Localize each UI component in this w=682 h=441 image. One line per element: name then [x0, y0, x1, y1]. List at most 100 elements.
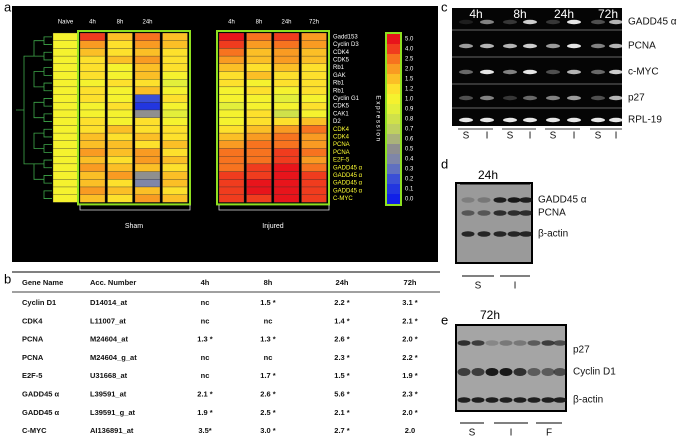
- heatmap-cell: [52, 109, 79, 118]
- band: [471, 368, 485, 376]
- table-cell: 2.1 *: [197, 389, 213, 398]
- dendrogram-branch: [43, 190, 52, 199]
- band: [461, 197, 475, 203]
- heatmap-cell: [134, 71, 161, 80]
- heatmap-cell: [107, 179, 133, 188]
- band: [527, 397, 541, 403]
- heatmap-cell: [301, 55, 327, 64]
- heatmap-cell: [301, 186, 327, 195]
- scale-swatch: [387, 84, 400, 95]
- heatmap-cell: [246, 140, 272, 149]
- heatmap-cell: [52, 186, 79, 195]
- heatmap-cell: [52, 148, 79, 157]
- group-label: S: [475, 281, 482, 292]
- heatmap-cell: [301, 132, 327, 141]
- heatmap-cell: [52, 171, 79, 180]
- table-cell: M24604_g_at: [90, 353, 137, 362]
- heatmap-cell: [52, 125, 79, 134]
- band: [480, 43, 494, 49]
- band: [523, 95, 537, 101]
- panel-label: c: [441, 0, 448, 14]
- gene-label: Rb1: [333, 88, 345, 94]
- band: [493, 210, 507, 216]
- group-label: F: [546, 428, 552, 439]
- blot-d: [455, 182, 533, 264]
- heatmap-cell: [273, 40, 300, 49]
- band: [503, 19, 517, 25]
- lane-label: S: [595, 131, 602, 142]
- band: [459, 117, 473, 123]
- heatmap-cell: [218, 179, 245, 188]
- table-cell: 2.5 *: [260, 408, 276, 417]
- blot-label: GADD45 α: [538, 195, 587, 206]
- heatmap-cell: [273, 163, 300, 172]
- heatmap-cell: [246, 194, 272, 203]
- band: [471, 340, 485, 346]
- heatmap-cell: [218, 140, 245, 149]
- band: [519, 210, 533, 216]
- heatmap-cell: [218, 79, 245, 88]
- gene-label: GADD45 α: [333, 188, 363, 194]
- column-label: 24h: [142, 20, 152, 26]
- band: [457, 397, 471, 403]
- heatmap-cell: [79, 156, 106, 165]
- heatmap-cell: [107, 94, 133, 103]
- heatmap-cell: [134, 109, 161, 118]
- band: [523, 43, 537, 49]
- band: [609, 117, 623, 123]
- table-cell: 1.5 *: [260, 298, 276, 307]
- panel-label: b: [4, 271, 11, 286]
- heatmap-cell: [246, 79, 272, 88]
- heatmap-cell: [52, 63, 79, 72]
- heatmap-cell: [107, 71, 133, 80]
- table-cell: 2.1 *: [334, 408, 350, 417]
- table-header: Acc. Number: [90, 278, 136, 287]
- band: [471, 397, 485, 403]
- heatmap-cell: [107, 40, 133, 49]
- table-cell: 2.1 *: [402, 316, 418, 325]
- heatmap-cell: [162, 179, 188, 188]
- heatmap-cell: [79, 94, 106, 103]
- heatmap-cell: [246, 156, 272, 165]
- heatmap-cell: [107, 109, 133, 118]
- band: [477, 210, 491, 216]
- band: [513, 397, 527, 403]
- table-cell: nc: [201, 353, 210, 362]
- table-cell: 2.2 *: [402, 353, 418, 362]
- blot-label: p27: [628, 93, 645, 104]
- table-cell: 2.0: [405, 426, 415, 435]
- heatmap-cell: [301, 32, 327, 41]
- scale-label: 5.0: [405, 37, 414, 43]
- lane-label: I: [573, 131, 576, 142]
- table-cell: 2.0 *: [402, 335, 418, 344]
- heatmap-cell: [107, 132, 133, 141]
- heatmap-cell: [246, 55, 272, 64]
- heatmap-cell: [52, 55, 79, 64]
- heatmap-cell: [79, 71, 106, 80]
- heatmap-cell: [273, 79, 300, 88]
- heatmap-cell: [107, 156, 133, 165]
- gene-label: CDK5: [333, 104, 350, 110]
- heatmap-cell: [246, 109, 272, 118]
- heatmap-cell: [107, 125, 133, 134]
- scale-swatch: [387, 154, 400, 165]
- heatmap-cell: [301, 48, 327, 57]
- band: [507, 210, 521, 216]
- heatmap-cell: [301, 140, 327, 149]
- heatmap-cell: [301, 117, 327, 126]
- heatmap-cell: [301, 63, 327, 72]
- heatmap-cell: [273, 125, 300, 134]
- heatmap-cell: [162, 48, 188, 57]
- heatmap-cell: [52, 102, 79, 111]
- band: [527, 340, 541, 346]
- heatmap-cell: [107, 140, 133, 149]
- gene-label: Rb1: [333, 65, 345, 71]
- table-cell: 1.4 *: [334, 316, 350, 325]
- table-header: 24h: [336, 278, 349, 287]
- scale-swatch: [387, 124, 400, 135]
- band: [523, 19, 537, 25]
- scale-label: 1.0: [405, 97, 414, 103]
- lane-label: S: [550, 131, 557, 142]
- heatmap-cell: [301, 40, 327, 49]
